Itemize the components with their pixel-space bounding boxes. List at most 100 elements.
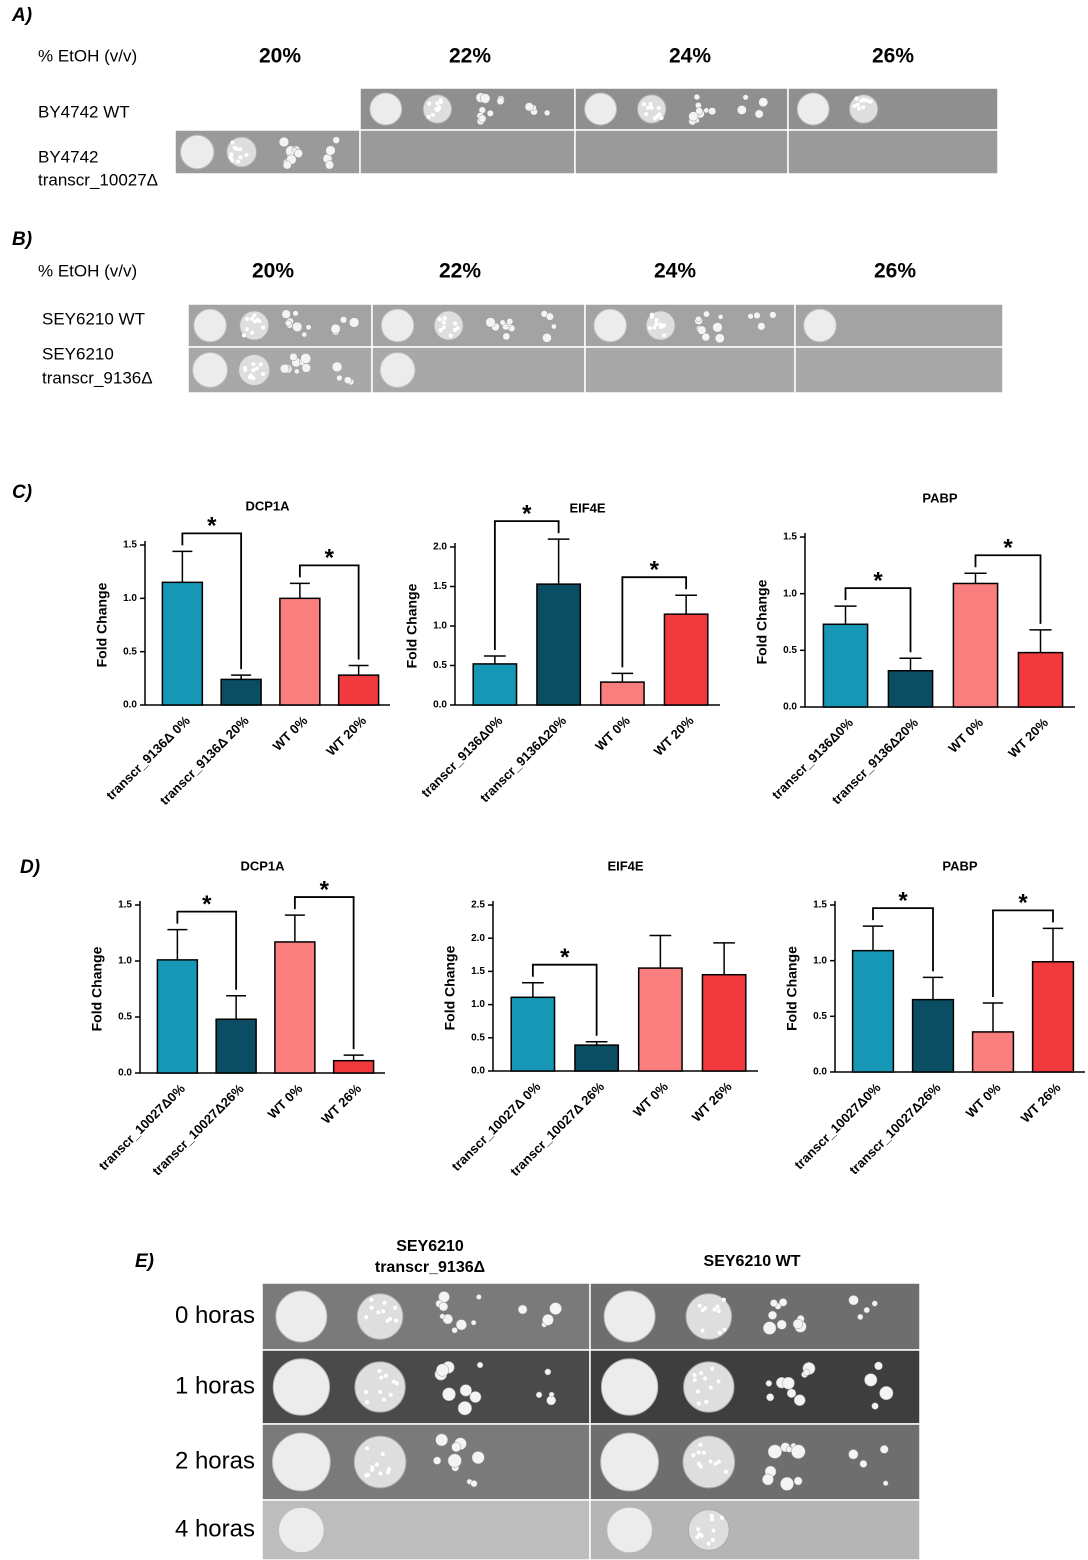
colony — [332, 362, 342, 372]
error-bar — [923, 977, 943, 999]
header: % EtOH (v/v) — [38, 261, 137, 280]
x-tick-label: WT 26% — [689, 1079, 735, 1125]
concentration: 24% — [669, 45, 711, 68]
colony — [660, 116, 664, 120]
colony — [442, 1388, 455, 1401]
y-tick-label: 1.5 — [433, 581, 447, 592]
y-tick-label: 1.5 — [783, 532, 797, 543]
y-axis-label: Fold Change — [754, 579, 770, 664]
colony — [294, 369, 299, 374]
colony — [696, 316, 702, 322]
colony — [326, 146, 336, 156]
colony-spot — [357, 1294, 403, 1340]
error-bar — [167, 930, 187, 960]
colony — [696, 1527, 700, 1531]
y-tick-label: 1.0 — [813, 955, 827, 966]
colony — [642, 102, 646, 106]
colony — [724, 1470, 728, 1474]
colony — [443, 316, 447, 320]
colony — [793, 1319, 803, 1329]
colony — [551, 324, 556, 329]
panel-label: A) — [11, 5, 32, 26]
colony — [650, 315, 654, 319]
colony — [787, 1389, 796, 1398]
error-bar — [285, 915, 305, 942]
colony — [442, 320, 446, 324]
colony-spot — [193, 353, 228, 388]
colony — [233, 146, 237, 150]
concentration: 26% — [872, 45, 914, 68]
colony — [710, 1367, 714, 1371]
colony — [382, 1398, 386, 1402]
colony — [717, 1309, 721, 1313]
colony — [864, 1307, 870, 1313]
colony — [848, 1449, 858, 1459]
colony — [644, 112, 648, 116]
y-tick-label: 0.0 — [118, 1068, 132, 1079]
colony — [650, 106, 654, 110]
strain-header: SEY6210 — [396, 1238, 464, 1255]
colony — [780, 1477, 793, 1490]
colony — [766, 1380, 772, 1386]
colony-spot — [585, 93, 617, 125]
colony — [857, 1314, 863, 1320]
colony — [243, 368, 247, 372]
colony — [340, 316, 347, 323]
colony-spot — [354, 1436, 406, 1488]
colony — [486, 317, 496, 327]
colony — [786, 1446, 792, 1452]
x-tick-label: WT 0% — [265, 1081, 306, 1122]
colony — [701, 1308, 705, 1312]
colony-spot — [180, 135, 213, 168]
y-axis-label: Fold Change — [89, 946, 105, 1031]
colony — [261, 372, 265, 376]
colony — [860, 99, 864, 103]
colony — [292, 322, 302, 332]
y-tick-label: 1.5 — [123, 540, 137, 551]
panel-label: D) — [20, 857, 40, 878]
colony — [364, 1390, 368, 1394]
x-tick-label: WT 0% — [630, 1079, 671, 1120]
colony — [394, 1319, 398, 1323]
colony — [702, 1451, 706, 1455]
bar — [280, 598, 320, 705]
colony — [693, 1378, 697, 1382]
colony-spot — [804, 309, 837, 342]
colony — [855, 97, 859, 101]
colony — [280, 364, 289, 373]
chart-title: DCP1A — [240, 858, 285, 873]
colony — [251, 368, 255, 372]
colony — [766, 1394, 773, 1401]
colony — [693, 1373, 697, 1377]
significance-label: * — [522, 500, 532, 527]
colony-spot — [381, 309, 414, 342]
plate-image — [795, 347, 1003, 393]
y-tick-label: 1.5 — [813, 900, 827, 911]
colony-spot — [370, 93, 402, 125]
colony — [452, 1327, 458, 1333]
colony — [379, 1376, 383, 1380]
colony — [497, 98, 504, 105]
colony — [440, 1314, 445, 1319]
bar — [853, 951, 894, 1072]
colony — [658, 323, 662, 327]
colony-spot — [279, 1507, 325, 1553]
colony — [439, 1302, 448, 1311]
error-bar — [675, 595, 697, 614]
bar — [1018, 653, 1062, 707]
colony — [230, 141, 234, 145]
colony — [293, 311, 299, 317]
strain-label: BY4742 — [38, 147, 99, 166]
strain-label: transcr_10027Δ — [38, 170, 158, 189]
error-bar — [290, 583, 310, 598]
x-tick-label: WT 0% — [270, 713, 311, 754]
y-tick-label: 2.0 — [433, 542, 447, 553]
colony — [285, 320, 291, 326]
panel-label: B) — [12, 229, 32, 250]
y-tick-label: 1.0 — [123, 593, 137, 604]
colony — [261, 326, 265, 330]
colony — [708, 1460, 712, 1464]
colony — [648, 102, 652, 106]
colony — [239, 155, 243, 159]
colony — [657, 112, 661, 116]
